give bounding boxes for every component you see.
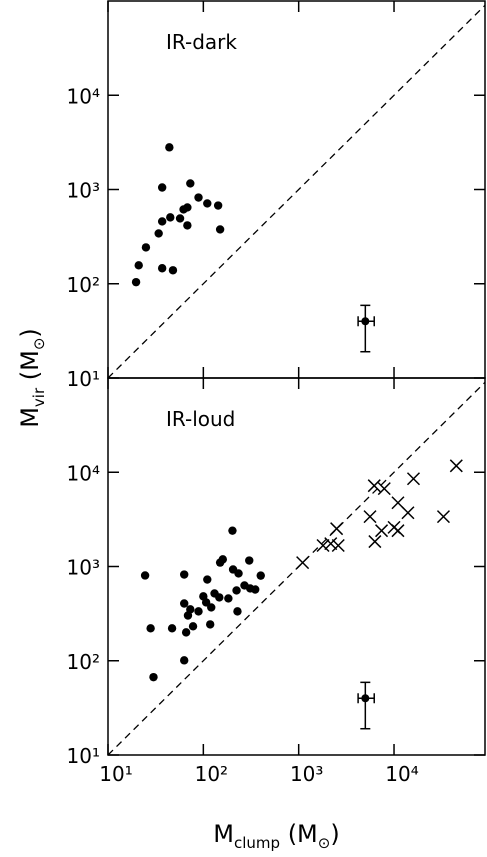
point bbox=[194, 607, 203, 616]
point bbox=[146, 624, 155, 633]
y-tick-label: 10¹ bbox=[67, 744, 100, 768]
cross-point bbox=[406, 472, 421, 486]
reference-line bbox=[107, 381, 486, 756]
plot-frame bbox=[107, 377, 486, 756]
point bbox=[140, 571, 150, 580]
point bbox=[251, 585, 260, 594]
point bbox=[131, 277, 141, 287]
point bbox=[215, 593, 224, 602]
point bbox=[180, 656, 189, 665]
point bbox=[213, 201, 223, 210]
x-tick-label: 10⁴ bbox=[385, 762, 418, 786]
point bbox=[207, 603, 216, 612]
reference-line bbox=[107, 4, 486, 379]
point bbox=[168, 266, 178, 275]
y-tick-label: 10² bbox=[67, 650, 100, 674]
y-axis-label-part: M bbox=[16, 407, 44, 428]
y-tick-label: 10¹ bbox=[67, 367, 100, 391]
y-axis-label: Mvir (M⊙) bbox=[16, 328, 48, 428]
point bbox=[188, 622, 198, 631]
y-axis-label-part: vir bbox=[30, 387, 48, 407]
point bbox=[205, 620, 215, 629]
point bbox=[203, 199, 212, 208]
point bbox=[199, 592, 208, 601]
y-axis-label-part: (M bbox=[16, 350, 44, 388]
point bbox=[154, 229, 163, 238]
cross-point bbox=[330, 522, 344, 536]
y-tick-label: 10⁴ bbox=[67, 461, 100, 485]
point bbox=[141, 243, 151, 252]
point bbox=[165, 143, 174, 152]
x-tick-label: 10¹ bbox=[99, 762, 132, 786]
x-tick-label: 10³ bbox=[290, 762, 323, 786]
point bbox=[232, 586, 241, 595]
y-axis-label-part: ⊙ bbox=[30, 338, 48, 351]
x-axis-label-part: ⊙ bbox=[318, 834, 331, 852]
point bbox=[203, 575, 212, 584]
x-axis-label-part: ) bbox=[330, 820, 339, 848]
cross-point bbox=[391, 524, 405, 538]
cross-point bbox=[296, 556, 310, 570]
point bbox=[167, 624, 177, 633]
y-tick-label: 10² bbox=[67, 273, 100, 297]
point bbox=[181, 628, 191, 637]
point bbox=[183, 611, 193, 620]
point bbox=[175, 214, 185, 223]
point bbox=[157, 264, 167, 273]
point bbox=[224, 594, 233, 603]
point bbox=[256, 571, 265, 580]
x-axis-label: Mclump (M⊙) bbox=[213, 820, 339, 852]
point bbox=[183, 203, 192, 212]
y-tick-label: 10⁴ bbox=[67, 84, 100, 108]
cross-point bbox=[324, 537, 338, 551]
cross-point bbox=[316, 538, 330, 553]
cross-point bbox=[331, 538, 345, 553]
cross-point bbox=[368, 535, 382, 549]
panel-label: IR-dark bbox=[166, 30, 237, 54]
cross-point bbox=[449, 459, 463, 473]
point bbox=[218, 555, 228, 564]
cross-point bbox=[436, 510, 450, 524]
error-bar-center bbox=[361, 694, 370, 703]
cross-point bbox=[377, 482, 391, 496]
y-axis-label-part: ) bbox=[16, 328, 44, 337]
point bbox=[228, 526, 237, 535]
cross-point bbox=[375, 524, 389, 538]
y-tick-label: 10³ bbox=[67, 179, 100, 203]
point bbox=[234, 569, 243, 578]
cross-point bbox=[367, 479, 381, 493]
y-tick-label: 10³ bbox=[67, 556, 100, 580]
x-axis-label-part: (M bbox=[280, 820, 318, 848]
point bbox=[166, 213, 175, 222]
point bbox=[134, 261, 143, 270]
point bbox=[157, 183, 167, 192]
point bbox=[194, 193, 203, 202]
point bbox=[245, 556, 254, 565]
x-axis-label-part: clump bbox=[234, 834, 280, 852]
point bbox=[233, 607, 242, 616]
point bbox=[186, 179, 195, 188]
panel-label: IR-loud bbox=[166, 407, 235, 431]
cross-point bbox=[401, 506, 415, 520]
cross-point bbox=[363, 510, 377, 524]
x-axis-label-part: M bbox=[213, 820, 234, 848]
point bbox=[215, 225, 225, 234]
point bbox=[180, 599, 189, 608]
x-tick-label: 10² bbox=[195, 762, 228, 786]
point bbox=[149, 672, 158, 682]
point bbox=[180, 570, 189, 579]
point bbox=[157, 217, 167, 226]
point bbox=[183, 221, 192, 230]
error-bar-center bbox=[361, 317, 370, 326]
